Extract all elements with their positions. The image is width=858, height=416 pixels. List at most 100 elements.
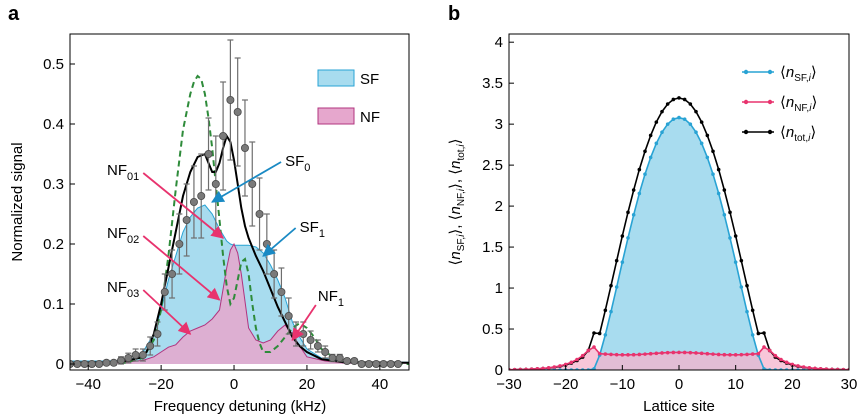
sf-point [620, 260, 625, 264]
legend-marker [743, 99, 749, 105]
data-point [328, 353, 337, 362]
nf-point [699, 351, 704, 356]
data-point [168, 269, 177, 278]
sf-point [728, 236, 732, 240]
sf-point [643, 172, 647, 177]
nf-point [654, 351, 659, 356]
data-point [211, 179, 220, 188]
panel-b-y-axis-label: ⟨nSF,i⟩, ⟨nNF,i⟩, ⟨ntot,i⟩ [447, 139, 467, 266]
nf-point [801, 365, 806, 369]
sf-point [745, 309, 749, 314]
nf-point [626, 353, 630, 357]
x-tick-label: −20 [148, 376, 173, 393]
sf-point [665, 122, 670, 126]
nf-point [818, 367, 823, 370]
x-tick-label: 0 [230, 376, 238, 393]
sf-point [654, 141, 659, 146]
nf-point [784, 360, 789, 365]
ylabel-part-sf: ⟨ [447, 260, 464, 266]
nf-point [745, 352, 749, 357]
tot-point [620, 234, 625, 238]
data-point [87, 359, 96, 368]
nf-point [722, 352, 727, 357]
y-tick-label: 0.2 [43, 236, 64, 253]
data-point [146, 341, 155, 350]
nf-point [688, 350, 693, 355]
panel-a: a −40 −20 0 20 40 0 0.1 0.2 0.3 0.4 0.5 NF01 NF02 NF… [8, 3, 410, 415]
panel-b-label: b [448, 3, 460, 25]
nf-point [762, 345, 766, 349]
legend-marker [767, 99, 773, 105]
data-point [248, 179, 257, 188]
y-tick-label: 0.5 [482, 321, 503, 338]
tot-point [682, 97, 687, 102]
y-tick-label: 3.5 [482, 75, 503, 92]
tot-point [660, 109, 664, 114]
data-point [131, 350, 140, 359]
sf-point [739, 285, 744, 289]
sf-point [716, 191, 721, 196]
data-point [343, 356, 352, 365]
y-tick-label: 0.5 [43, 56, 64, 73]
data-point [240, 143, 249, 152]
x-tick-label: −40 [75, 376, 100, 393]
y-tick-label: 0.3 [43, 176, 64, 193]
nf-point [580, 353, 585, 358]
nf-point [750, 352, 755, 356]
nf-point [830, 367, 834, 370]
x-tick-label: 10 [727, 376, 744, 393]
sf-point [722, 213, 727, 217]
tot-point [665, 102, 670, 106]
data-point [284, 311, 293, 320]
nf-point [682, 350, 687, 355]
nf-point [705, 351, 710, 356]
sf-point [592, 367, 596, 370]
nf-point [609, 352, 613, 357]
data-point [80, 359, 89, 368]
tot-point [592, 331, 596, 335]
nf-point [637, 352, 642, 357]
nf-point [546, 365, 551, 370]
annotation-arrow [142, 289, 192, 335]
annotation-sf1: SF1 [300, 219, 325, 240]
sf-fill [509, 117, 849, 370]
x-tick-label: −30 [496, 376, 521, 393]
nf-point [807, 365, 812, 370]
nf-point [569, 360, 574, 365]
data-point [270, 269, 279, 278]
tot-point [609, 283, 613, 288]
legend-marker [767, 129, 773, 135]
annotation-arrow [142, 235, 221, 301]
panel-b-legend: ⟨nSF,i⟩ ⟨nNF,i⟩ ⟨ntot,i⟩ [742, 64, 817, 144]
x-tick-label: −20 [553, 376, 578, 393]
nf-point [767, 348, 772, 353]
nf-point [643, 352, 647, 356]
legend-sf-swatch [317, 69, 355, 87]
tot-point [631, 188, 636, 192]
y-tick-label: 2 [495, 198, 503, 215]
sf-point [660, 130, 664, 134]
y-tick-label: 2.5 [482, 157, 503, 174]
tot-point [597, 331, 602, 336]
panel-a-legend: SF NF [317, 69, 380, 126]
sf-point [688, 122, 693, 126]
sf-point [671, 117, 676, 122]
data-point [204, 149, 213, 158]
legend-label: ⟨ntot,i⟩ [780, 124, 816, 144]
panel-a-x-axis-label: Frequency detuning (kHz) [154, 398, 327, 415]
legend-marker [743, 69, 749, 75]
tot-point [603, 308, 608, 313]
data-point [306, 335, 315, 344]
tot-point [722, 188, 727, 192]
sf-point [603, 333, 608, 337]
data-point [379, 359, 388, 368]
nf-point [512, 367, 517, 370]
data-point [226, 96, 235, 105]
sf-point [631, 213, 636, 217]
annotation-sf0: SF0 [285, 153, 310, 174]
sf-point [750, 333, 755, 337]
y-tick-label: 0 [495, 362, 503, 379]
nf-point [835, 367, 840, 370]
x-tick-label: 20 [784, 376, 801, 393]
nf-point [660, 351, 664, 355]
